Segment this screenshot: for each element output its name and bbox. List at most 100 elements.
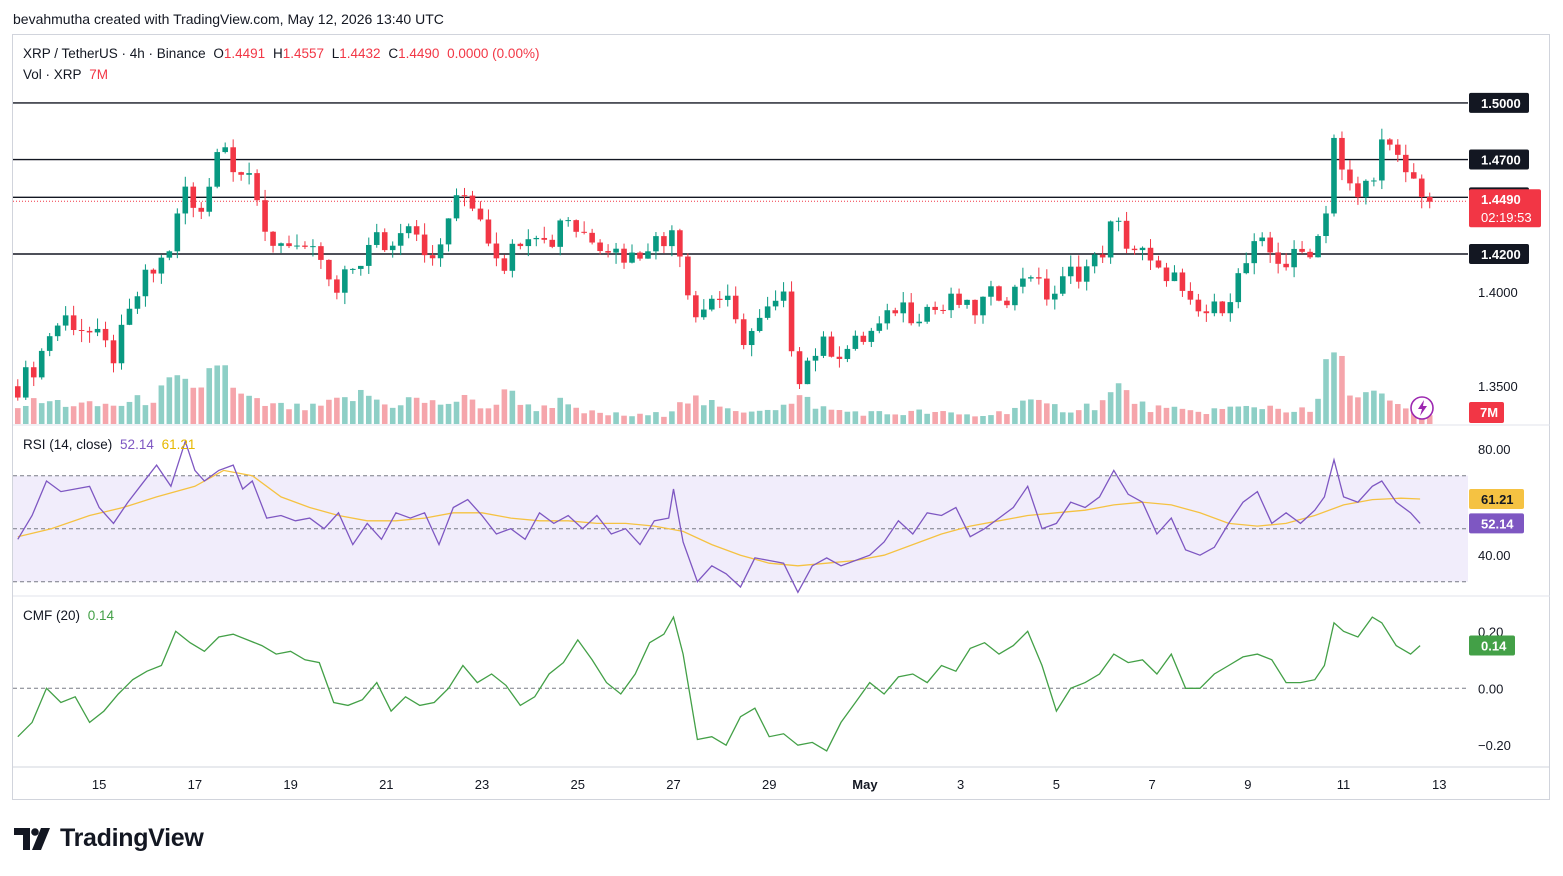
candle-body (748, 330, 755, 346)
time-tick-label: 13 (1432, 777, 1446, 792)
rsi-label[interactable]: RSI (14, close) (23, 437, 113, 452)
candle-body (1323, 213, 1329, 237)
candle-body (804, 360, 811, 385)
candle-body (772, 300, 779, 307)
candle-body (868, 330, 875, 342)
candle-body (1107, 221, 1114, 258)
candle-body (397, 233, 404, 246)
volume-bar (1036, 399, 1042, 424)
candle-body (134, 296, 141, 309)
candle-body (1195, 299, 1202, 312)
volume-label[interactable]: Vol · XRP (23, 67, 82, 82)
volume-bar (1163, 407, 1170, 424)
candle-body (924, 306, 930, 322)
candle-body (46, 336, 53, 351)
volume-bar (70, 406, 77, 424)
candle-body (1211, 301, 1218, 314)
candle-body (437, 244, 444, 259)
volume-bar (246, 395, 252, 424)
level-price-tag (1469, 244, 1529, 264)
level-price-tag-label: 1.4200 (1481, 247, 1521, 262)
candle-body (1331, 137, 1337, 214)
volume-bar (238, 393, 244, 424)
candle-body (716, 298, 723, 300)
time-tick-label: 7 (1148, 777, 1155, 792)
volume-bar (629, 416, 635, 424)
volume-bar (852, 411, 859, 424)
candle-body (493, 243, 500, 259)
volume-bar (30, 398, 37, 424)
candle-body (852, 335, 859, 349)
last-price-label: 1.4490 (1481, 192, 1521, 207)
time-tick-label: 11 (1337, 777, 1351, 792)
volume-bar (389, 407, 396, 424)
volume-bar (222, 365, 228, 424)
volume-bar (1179, 408, 1186, 424)
symbol-label[interactable]: XRP / TetherUS · 4h · Binance (23, 46, 206, 61)
volume-bar (980, 415, 986, 424)
volume-bar (732, 411, 739, 424)
candle-body (310, 246, 316, 248)
candle-body (828, 336, 835, 357)
cmf-legend: CMF (20) 0.14 (23, 608, 118, 623)
volume-bar (358, 389, 364, 424)
volume-bar (653, 412, 659, 424)
candle-body (326, 259, 332, 280)
candle-body (1379, 139, 1385, 181)
candle-body (1426, 197, 1433, 202)
candle-body (525, 239, 532, 247)
candle-body (900, 302, 907, 314)
rsi-ma-value: 61.21 (161, 437, 196, 452)
volume-bar (22, 405, 29, 424)
volume-bar (613, 412, 619, 424)
candle-body (820, 336, 827, 356)
volume-bar (1402, 408, 1409, 424)
candle-body (1052, 293, 1058, 300)
volume-bar (1052, 404, 1058, 424)
candle-body (358, 265, 364, 269)
volume-bar (318, 405, 324, 424)
volume-bar (932, 411, 938, 424)
volume-bar (549, 407, 556, 424)
volume-bar (166, 377, 173, 424)
candle-body (509, 243, 516, 271)
candle-body (1387, 139, 1393, 145)
candle-body (597, 242, 603, 252)
candle-body (1299, 248, 1305, 252)
candle-body (605, 251, 611, 253)
volume-bar (1020, 400, 1026, 424)
candle-body (373, 232, 380, 245)
volume-bar (1267, 405, 1273, 424)
volume-bar (86, 401, 93, 424)
volume-bar (1147, 412, 1154, 424)
candle-body (30, 367, 37, 378)
candle-body (1307, 251, 1313, 258)
candle-body (389, 245, 396, 251)
cmf-label[interactable]: CMF (20) (23, 608, 80, 623)
volume-bar (326, 399, 332, 424)
cmf-value: 0.14 (87, 608, 115, 623)
volume-bar (900, 415, 907, 424)
volume-bar (182, 378, 189, 424)
volume-bar (1339, 355, 1345, 424)
volume-bar (573, 407, 579, 424)
candle-body (342, 269, 348, 293)
volume-bar (1323, 359, 1329, 424)
volume-bar (278, 402, 284, 424)
volume-bar (174, 375, 181, 424)
candle-body (22, 367, 29, 398)
candle-body (1171, 272, 1178, 282)
volume-bar (740, 412, 747, 424)
volume-bar (581, 413, 587, 424)
bar-countdown-label: 02:19:53 (1481, 210, 1532, 225)
candle-body (549, 239, 556, 247)
rsi-tick-label: 80.00 (1478, 442, 1511, 457)
volume-tag (1469, 402, 1504, 423)
volume-bar (158, 385, 165, 424)
candle-body (110, 340, 117, 364)
level-price-tag-label: 1.5000 (1481, 96, 1521, 111)
volume-bar (1155, 405, 1162, 424)
candle-body (756, 317, 763, 331)
rsi-ma-tag (1469, 489, 1524, 510)
